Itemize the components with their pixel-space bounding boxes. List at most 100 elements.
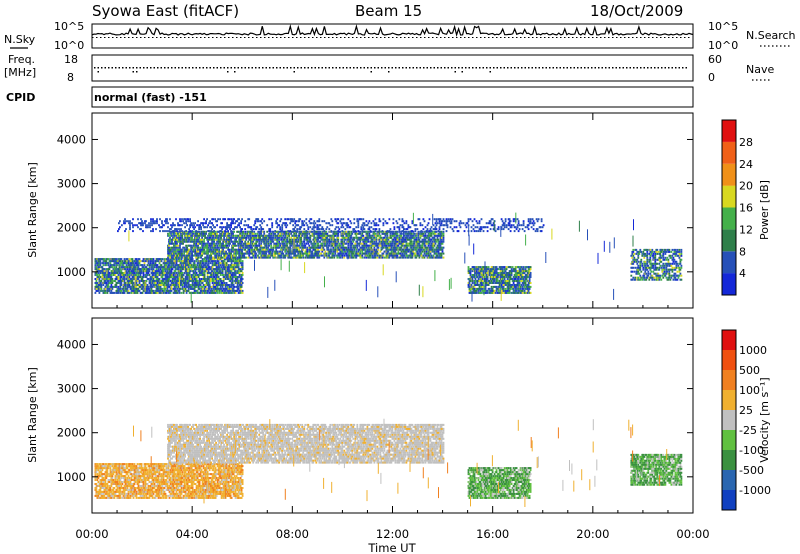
echo-cell (174, 256, 176, 259)
echo-cell (360, 242, 363, 245)
nsearch-point (540, 37, 542, 38)
echo-cell (233, 254, 235, 257)
echo-cell (233, 280, 236, 282)
echo-cell (148, 258, 151, 261)
echo-cell (100, 270, 103, 273)
echo-cell (137, 262, 140, 265)
nsearch-point (580, 37, 582, 38)
freq-point (549, 67, 551, 69)
echo-cell (254, 246, 257, 249)
echo-cell (217, 262, 220, 265)
echo-cell (244, 252, 247, 255)
echo-cell (302, 230, 305, 233)
echo-cell (343, 240, 346, 243)
echo-cell (186, 285, 189, 288)
echo-cell (125, 270, 128, 273)
echo-cell (138, 258, 141, 261)
echo-cell (238, 272, 241, 274)
echo-cell (267, 236, 270, 239)
echo-cell (210, 244, 212, 247)
echo-cell (221, 272, 224, 274)
echo-cell (191, 282, 194, 284)
echo-cell (156, 264, 159, 267)
nave-point (293, 71, 295, 73)
echo-cell (189, 240, 191, 243)
nave-point (461, 71, 463, 73)
echo-cell (239, 284, 242, 286)
echo-cell (319, 236, 322, 239)
echo-cell (207, 285, 210, 288)
freq-point (493, 67, 495, 69)
echo-cell (110, 264, 113, 267)
echo-cell (118, 282, 121, 284)
echo-cell (167, 280, 170, 282)
echo-cell (238, 250, 240, 253)
echo-cell (343, 248, 346, 251)
echo-cell (433, 250, 436, 253)
echo-cell (277, 256, 280, 259)
echo-cell (123, 266, 126, 269)
echo-cell (231, 256, 233, 259)
echo-cell (400, 246, 403, 249)
echo-cell (114, 270, 117, 273)
echo-cell (221, 291, 224, 294)
echo-cell (268, 250, 271, 253)
echo-cell (121, 274, 124, 276)
echo-cell (442, 236, 445, 239)
echo-cell (217, 282, 220, 284)
echo-cell (119, 262, 122, 265)
nsearch-point (312, 37, 314, 38)
echo-cell (442, 232, 445, 235)
echo-cell (130, 264, 133, 267)
echo-cell (240, 266, 243, 269)
echo-cell (227, 278, 230, 280)
freq-point (461, 67, 463, 69)
echo-cell (241, 254, 243, 257)
echo-cell (164, 264, 167, 267)
echo-cell (160, 274, 163, 276)
freq-point (290, 67, 292, 69)
echo-cell (250, 244, 253, 247)
echo-cell (207, 266, 210, 269)
freq-point (318, 67, 320, 69)
echo-cell (244, 256, 247, 259)
echo-cell (229, 289, 232, 292)
echo-cell (195, 258, 198, 261)
echo-cell (290, 240, 293, 243)
echo-cell (219, 242, 221, 245)
echo-cell (304, 236, 307, 239)
echo-cell (205, 268, 208, 271)
echo-cell (185, 268, 188, 271)
echo-cell (187, 254, 189, 257)
echo-cell (352, 256, 355, 259)
echo-cell (222, 287, 225, 290)
echo-cell (155, 278, 158, 280)
echo-cell (201, 287, 204, 290)
nsearch-point (332, 37, 334, 38)
echo-cell (430, 254, 433, 257)
freq-point (440, 67, 442, 69)
echo-cell (187, 280, 190, 282)
nsearch-point (608, 37, 610, 38)
echo-cell (291, 250, 294, 253)
echo-cell (121, 224, 123, 227)
echo-cell (217, 287, 220, 290)
echo-cell (133, 276, 136, 278)
echo-cell (175, 284, 178, 286)
echo-cell (257, 254, 260, 257)
echo-cell (142, 282, 145, 284)
echo-cell (237, 280, 240, 282)
echo-cell (155, 280, 158, 282)
echo-cell (223, 246, 225, 249)
freq-point (433, 67, 435, 69)
echo-cell (185, 238, 187, 241)
echo-cell (432, 254, 435, 257)
echo-cell (239, 278, 242, 280)
echo-cell (180, 236, 182, 239)
echo-cell (274, 234, 277, 237)
echo-cell (252, 234, 255, 237)
echo-cell (253, 236, 256, 239)
echo-cell (227, 289, 230, 292)
echo-cell (287, 250, 290, 253)
echo-cell (167, 256, 169, 259)
